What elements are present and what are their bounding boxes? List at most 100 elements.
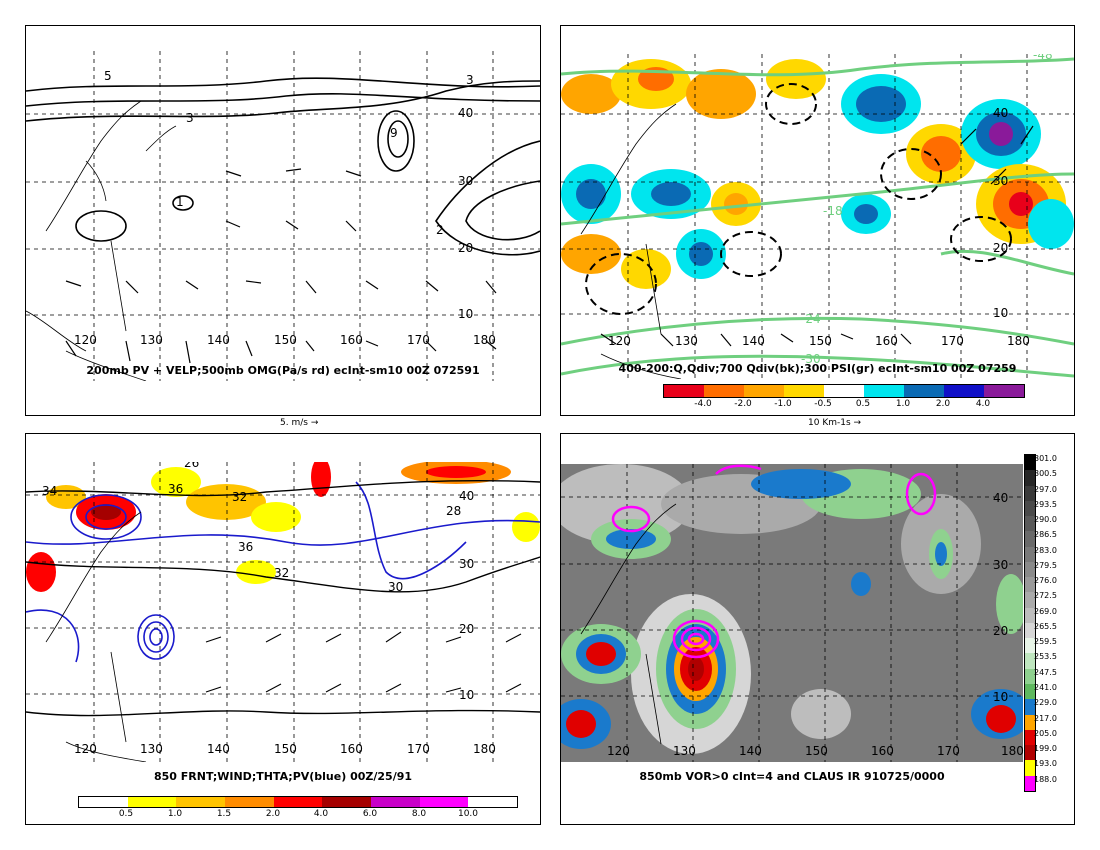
colorbar-cell [127, 797, 177, 807]
lat-label: 10 [459, 688, 475, 702]
colorbar-cell: 241.0 [1025, 683, 1057, 700]
colorbar-label: 0.5 [118, 809, 134, 819]
lon-label: 150 [274, 742, 297, 756]
lon-label: 140 [207, 333, 230, 347]
colorbar-cell [322, 797, 372, 807]
lat-label: 20 [458, 241, 474, 255]
colorbar-label: 272.5 [1034, 591, 1057, 601]
colorbar-label: 217.0 [1034, 713, 1057, 723]
colorbar-cell: 290.0 [1025, 515, 1057, 532]
colorbar-label: -0.5 [814, 399, 832, 409]
lat-label: 30 [993, 174, 1009, 188]
colorbar-cell [944, 385, 984, 397]
lon-label: 180 [1001, 744, 1024, 758]
colorbar-cell [744, 385, 784, 397]
colorbar-label: 199.0 [1034, 744, 1057, 754]
lat-label: 10 [993, 306, 1009, 320]
lon-label: 130 [140, 742, 163, 756]
colorbar-cell [468, 797, 518, 807]
panel-vor-claus: 40 30 20 10 120 130 140 150 160 170 180 … [560, 433, 1075, 825]
colorbar-label: 10.0 [457, 809, 479, 819]
colorbar-label: 4.0 [313, 809, 329, 819]
contour-label: 34 [42, 484, 58, 498]
colorbar-cell: 272.5 [1025, 591, 1057, 608]
colorbar-cell: 300.5 [1025, 469, 1057, 486]
colorbar-label: 283.0 [1034, 545, 1057, 555]
colorbar-cell: 188.0 [1025, 775, 1057, 791]
colorbar-cell: 217.0 [1025, 714, 1057, 730]
frnt-wind-plot [26, 462, 540, 762]
colorbar-label: 293.5 [1034, 499, 1057, 509]
qdiv-700-contours [585, 83, 1012, 315]
colorbar-label: 297.0 [1034, 484, 1057, 494]
qdiv-colorbar [663, 384, 1025, 398]
lat-label: 40 [993, 491, 1009, 505]
colorbar-cell: 253.5 [1025, 652, 1057, 669]
colorbar-label: -1.0 [774, 399, 792, 409]
colorbar-cell [225, 797, 274, 807]
q-qdiv-plot [561, 54, 1074, 379]
coastline [580, 103, 682, 379]
lon-label: 120 [607, 744, 630, 758]
panel-q-qdiv: 40 30 20 10 -48 -18 -24 -30 120 130 140 … [560, 25, 1075, 416]
contour-label: 28 [446, 504, 462, 518]
colorbar-label: 1.5 [216, 809, 232, 819]
colorbar-label: 4.0 [975, 399, 991, 409]
panel-title: 850mb VOR>0 cInt=4 and CLAUS IR 910725/0… [639, 770, 945, 783]
wind-vectors [600, 125, 1034, 347]
colorbar-label: 286.5 [1034, 530, 1057, 540]
lon-label: 140 [742, 334, 765, 348]
contour-label: 32 [232, 490, 248, 504]
colorbar-cell [864, 385, 904, 397]
colorbar-label: 229.0 [1034, 698, 1057, 708]
lon-label: 150 [805, 744, 828, 758]
contour-label: -24 [801, 312, 821, 326]
lat-label: 30 [459, 557, 475, 571]
colorbar-label: 279.5 [1034, 560, 1057, 570]
lon-label: 140 [207, 742, 230, 756]
colorbar-label: 2.0 [935, 399, 951, 409]
colorbar-cell: 193.0 [1025, 759, 1057, 776]
colorbar-cell: 247.5 [1025, 668, 1057, 684]
colorbar-cell: 269.0 [1025, 607, 1057, 623]
lat-label: 20 [459, 622, 475, 636]
wind-barbs [205, 631, 522, 693]
contour-label: -18 [823, 204, 843, 218]
colorbar-cell: 229.0 [1025, 698, 1057, 715]
contour-label: 3 [466, 73, 474, 87]
lat-label: 30 [458, 174, 474, 188]
colorbar-labels: 0.5 1.0 1.5 2.0 4.0 6.0 8.0 10.0 [78, 809, 516, 821]
arrow-right-icon: → [853, 418, 862, 428]
lon-label: 160 [340, 742, 363, 756]
colorbar-label: 8.0 [411, 809, 427, 819]
colorbar-cell: 265.5 [1025, 622, 1057, 639]
lat-label: 10 [993, 690, 1009, 704]
lon-label: 130 [140, 333, 163, 347]
colorbar-label: 290.0 [1034, 515, 1057, 525]
lon-label: 170 [941, 334, 964, 348]
contour-label: 5 [104, 69, 112, 83]
frnt-colorbar [78, 796, 518, 808]
lat-label: 10 [458, 307, 474, 321]
lon-label: 170 [937, 744, 960, 758]
lon-label: 120 [74, 742, 97, 756]
colorbar-cell [984, 385, 1024, 397]
lon-label: 180 [473, 333, 496, 347]
colorbar-cell: 283.0 [1025, 546, 1057, 562]
colorbar-cell [176, 797, 226, 807]
colorbar-cell: 279.5 [1025, 561, 1057, 578]
panel-title: 400-200:Q,Qdiv;700 Qdiv(bk);300 PSI(gr) … [618, 362, 1017, 375]
coastline [45, 511, 147, 762]
colorbar-cell: 297.0 [1025, 485, 1057, 501]
colorbar-cell [419, 797, 469, 807]
lat-label: 40 [458, 106, 474, 120]
lon-label: 150 [274, 333, 297, 347]
colorbar-label: 253.5 [1034, 652, 1057, 662]
contour-label: 26 [184, 462, 200, 470]
lon-label: 170 [407, 742, 430, 756]
map-vor-claus: 40 30 20 10 [561, 464, 1023, 762]
colorbar-cell: 276.0 [1025, 576, 1057, 593]
scale-vector-label: 5. m/s → [280, 418, 318, 428]
colorbar-label: -2.0 [734, 399, 752, 409]
ir-colorbar: 301.0 300.5 297.0 293.5 290.0 286.5 283.… [1024, 454, 1057, 792]
